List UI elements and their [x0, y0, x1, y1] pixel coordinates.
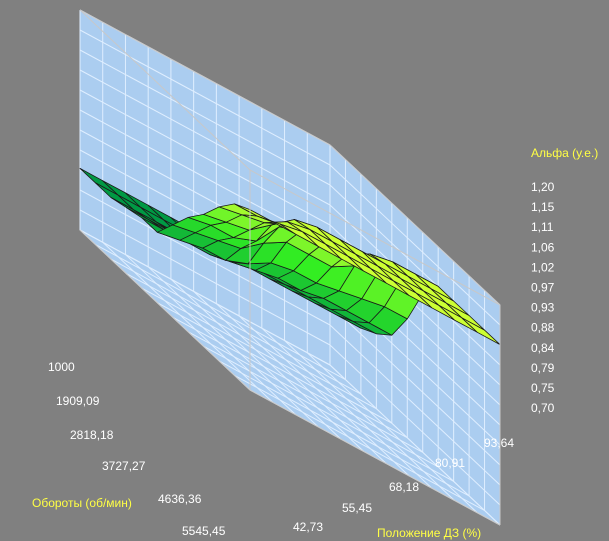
grid-line [261, 327, 433, 489]
grid-line [216, 303, 387, 465]
grid-line [238, 315, 410, 477]
grid-line [306, 352, 478, 514]
x-tick-label: 80,91 [435, 456, 465, 470]
floor [80, 230, 500, 525]
z-tick-label: 1,06 [531, 240, 555, 254]
grid-line [218, 360, 470, 497]
surface-cell [461, 317, 501, 346]
x-tick-label: 93,64 [484, 436, 514, 450]
plot-frame [79, 9, 501, 526]
grid-line [187, 331, 439, 468]
y-tick-label: 1909,09 [56, 394, 100, 408]
z-axis-title: Альфа (у.е.) [531, 146, 598, 160]
y-tick-label: 2818,18 [70, 428, 114, 442]
z-tick-label: 0,75 [531, 381, 555, 395]
grid-line [157, 302, 408, 439]
x-tick-label: 68,18 [389, 480, 419, 494]
grid-line [79, 189, 331, 326]
grid-line [329, 164, 501, 326]
grid-line [95, 244, 346, 380]
z-tick-label: 0,97 [531, 281, 555, 295]
z-tick-label: 1,20 [531, 180, 555, 194]
tick-labels: 1,20 1,15 1,11 1,06 1,02 0,97 0,93 0,88 0,84 0,79… [48, 180, 555, 538]
z-tick-label: 0,70 [531, 401, 555, 415]
grid-line [284, 340, 455, 501]
grid-line [193, 290, 364, 452]
frame-edge [249, 389, 501, 526]
x-tick-label: 42,73 [293, 520, 323, 534]
frame-edge [329, 144, 501, 306]
surface-mesh [79, 167, 501, 346]
z-tick-label: 1,02 [531, 260, 555, 274]
grid-line [79, 49, 331, 186]
grid-line [79, 29, 331, 166]
grid-line [329, 324, 501, 486]
grid-line [125, 254, 296, 415]
y-axis-title: Обороты (об/мин) [32, 496, 132, 510]
right-wall [330, 145, 500, 525]
y-tick-label: 4636,36 [158, 492, 202, 506]
grid-line [110, 258, 362, 395]
z-tick-label: 0,93 [531, 301, 555, 315]
frame-edge [249, 169, 501, 306]
z-tick-label: 1,11 [531, 220, 554, 234]
grid-line [79, 89, 331, 226]
frame-edge [79, 229, 251, 391]
x-tick-label: 55,45 [342, 501, 372, 515]
frame-edge [79, 9, 331, 146]
grid-line [79, 69, 331, 206]
x-axis-title: Положение ДЗ (%) [377, 526, 481, 540]
z-tick-label: 1,15 [531, 200, 555, 214]
grid-line [126, 273, 377, 410]
grid-line [234, 375, 485, 511]
y-tick-label: 3727,27 [102, 459, 146, 473]
grid-line [79, 209, 331, 346]
grid-line [329, 364, 501, 526]
grid-line [79, 229, 331, 366]
grid-line [203, 345, 454, 482]
z-tick-label: 0,88 [531, 321, 555, 335]
grid-line [329, 344, 501, 506]
grid-line [172, 316, 423, 453]
z-tick-label: 0,84 [531, 341, 555, 355]
y-tick-label: 1000 [48, 360, 75, 374]
grid-line [141, 287, 393, 424]
grid-line [102, 241, 274, 403]
grid-line [329, 304, 501, 466]
y-tick-label: 5545,45 [182, 524, 226, 538]
z-tick-label: 0,79 [531, 361, 555, 375]
grid-line [147, 266, 319, 428]
grid-line [170, 278, 342, 440]
frame-edge [79, 9, 251, 171]
